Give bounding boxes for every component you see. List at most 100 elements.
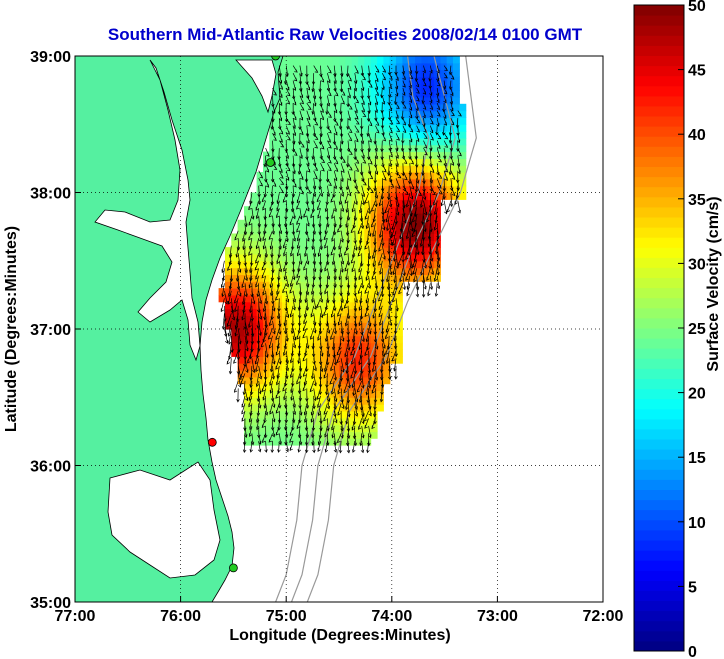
velocity-arrow (233, 380, 239, 393)
velocity-arrow (236, 275, 241, 291)
heat-cell (301, 178, 308, 187)
heat-cell (294, 199, 302, 207)
velocity-arrow (386, 215, 390, 232)
velocity-arrow (277, 298, 281, 312)
heat-cell (389, 158, 397, 166)
velocity-arrow (257, 223, 261, 236)
velocity-arrow (235, 305, 240, 323)
heat-cell (237, 322, 245, 330)
velocity-arrow (399, 215, 404, 233)
heat-cell (320, 288, 327, 296)
heat-cell (294, 274, 302, 282)
velocity-arrow (443, 110, 447, 120)
heat-cell (427, 199, 435, 207)
velocity-arrow (326, 418, 330, 432)
velocity-arrow (276, 275, 281, 289)
velocity-arrow (269, 358, 274, 373)
velocity-arrow (263, 305, 267, 321)
heat-cell (320, 103, 327, 112)
heat-cell (396, 97, 403, 105)
velocity-arrow (298, 118, 302, 131)
heat-cell (377, 206, 384, 214)
heat-cell (269, 315, 277, 323)
heat-cell (434, 83, 441, 91)
velocity-arrow (256, 283, 260, 298)
heat-cell (339, 376, 346, 385)
velocity-arrow (291, 185, 296, 198)
velocity-arrow (339, 208, 343, 221)
velocity-arrow (421, 95, 425, 105)
velocity-arrow (446, 200, 452, 213)
heat-cell (415, 124, 422, 132)
velocity-arrow (340, 155, 346, 163)
heat-cell (453, 83, 460, 91)
velocity-arrow (312, 125, 317, 138)
heat-cell (415, 110, 422, 118)
velocity-arrow (388, 140, 392, 152)
heat-cell (364, 424, 372, 432)
velocity-arrow (325, 170, 330, 183)
velocity-arrow (436, 223, 440, 240)
heat-cell (282, 151, 289, 159)
heat-cell (294, 322, 302, 330)
heat-cell (389, 315, 397, 323)
heat-cell (294, 76, 302, 84)
heat-cell (307, 294, 315, 303)
velocity-arrow (264, 320, 268, 337)
heat-cell (383, 363, 391, 371)
velocity-arrow (224, 320, 228, 338)
heat-cell (383, 267, 391, 275)
heat-cell (345, 97, 353, 105)
velocity-arrow (379, 358, 384, 374)
heat-cell (364, 260, 372, 269)
velocity-arrow (345, 238, 350, 251)
velocity-arrow (421, 268, 426, 284)
heat-cell (294, 172, 302, 180)
velocity-arrow (353, 433, 358, 447)
velocity-arrow (354, 185, 360, 194)
velocity-arrow (237, 328, 242, 345)
colorbar-segment (634, 5, 684, 16)
velocity-arrow (324, 223, 328, 235)
velocity-arrow (324, 328, 329, 343)
heat-cell (256, 376, 264, 385)
velocity-arrow (303, 373, 308, 386)
heat-cell (358, 172, 365, 180)
heat-cell (244, 431, 251, 439)
heat-cell (225, 247, 232, 255)
heat-cell (320, 274, 327, 282)
velocity-arrow (318, 80, 322, 93)
velocity-arrow (436, 140, 441, 150)
velocity-arrow (269, 373, 273, 386)
velocity-arrow (421, 238, 425, 256)
velocity-arrow (409, 155, 415, 165)
heat-cell (313, 62, 321, 71)
velocity-arrow (366, 125, 370, 138)
heat-cell (301, 390, 308, 398)
heat-cell (459, 103, 467, 112)
heat-cell (383, 356, 391, 364)
heat-cell (301, 274, 308, 282)
heat-cell (364, 76, 372, 84)
colorbar-segment (634, 368, 684, 379)
heat-cell (383, 110, 391, 118)
heat-cell (421, 199, 429, 207)
heat-cell (383, 144, 391, 153)
heat-cell (263, 288, 270, 296)
heat-cell (415, 90, 422, 98)
heat-cell (351, 226, 359, 234)
velocity-arrow (333, 170, 338, 182)
heat-cell (294, 83, 302, 91)
heat-cell (313, 308, 321, 316)
heat-cell (326, 172, 334, 180)
heat-cell (320, 110, 327, 118)
heat-cell (383, 192, 391, 200)
colorbar-segment (634, 85, 684, 97)
heat-cell (275, 404, 283, 412)
heat-cell (237, 301, 245, 310)
heat-cell (250, 431, 258, 439)
velocity-arrow (388, 365, 392, 381)
heat-cell (320, 137, 327, 146)
heat-cell (345, 172, 353, 180)
heat-cell (453, 124, 460, 132)
